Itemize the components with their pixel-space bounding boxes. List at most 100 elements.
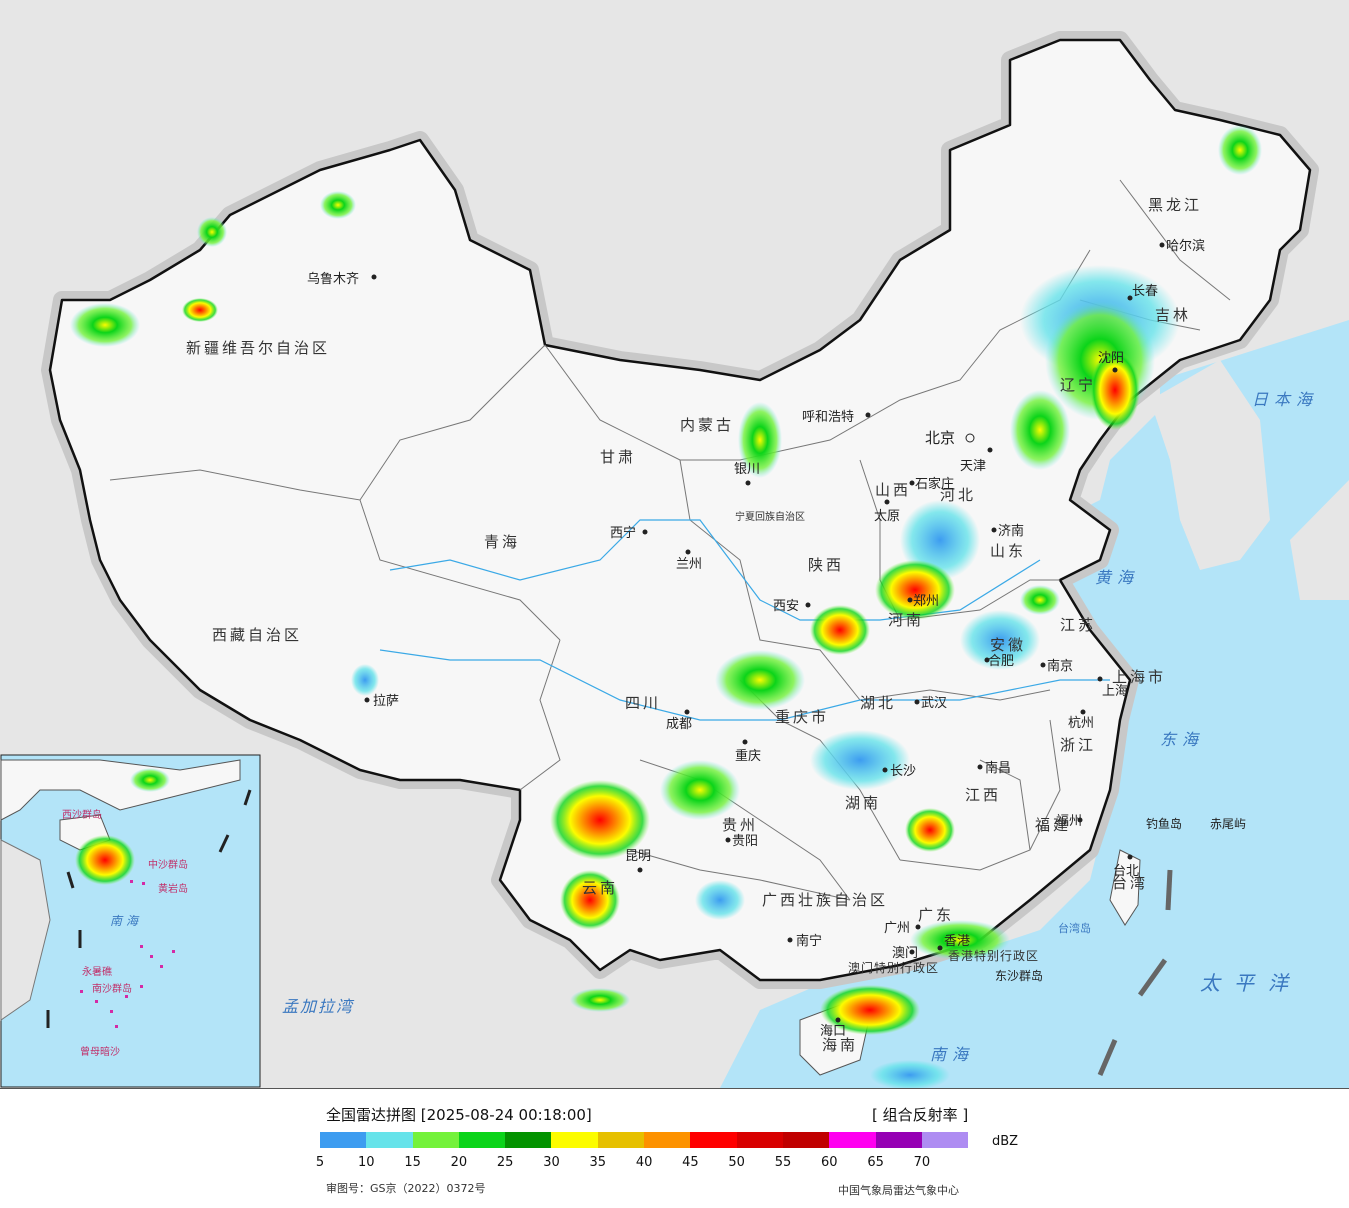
city-labels: 乌鲁木齐 拉萨 西宁 兰州 银川 呼和浩特 北京 天津 石家庄 太原 济南 郑州… — [307, 238, 1205, 1039]
sea-label: 日本海 — [1252, 390, 1318, 409]
island-label: 东沙群岛 — [995, 968, 1043, 983]
china-land — [48, 38, 1312, 982]
city-label: 杭州 — [1068, 716, 1094, 731]
city-label: 南昌 — [985, 760, 1011, 776]
province-label: 新疆维吾尔自治区 — [186, 339, 330, 357]
scale-swatch — [505, 1132, 552, 1148]
sea-labels: 日本海 黄海 东海 太平洋 南海 孟加拉湾 — [282, 390, 1318, 1064]
radar-echoes — [70, 125, 1262, 1088]
province-label: 海南 — [822, 1036, 858, 1054]
province-label: 云南 — [582, 879, 618, 897]
japan-land — [1290, 480, 1349, 600]
sea-label: 南海 — [930, 1045, 974, 1064]
source-label: 中国气象局雷达气象中心 — [838, 1184, 959, 1197]
city-label: 拉萨 — [373, 694, 399, 709]
scale-tick-label: 5 — [315, 1155, 325, 1170]
city-label: 重庆 — [735, 748, 761, 764]
city-label: 香港 — [944, 934, 970, 949]
province-label: 重庆市 — [775, 708, 829, 726]
city-label: 南京 — [1047, 658, 1073, 674]
island-label: 西沙群岛 — [62, 808, 102, 821]
province-label: 江苏 — [1060, 616, 1096, 634]
city-label: 太原 — [874, 509, 900, 524]
province-label: 河南 — [888, 611, 924, 629]
city-label: 武汉 — [921, 696, 947, 711]
province-label: 广西壮族自治区 — [762, 891, 888, 909]
province-label: 内蒙古 — [680, 416, 734, 434]
scale-tick-label: 45 — [682, 1155, 699, 1170]
city-label: 兰州 — [676, 557, 702, 572]
province-label: 山东 — [990, 542, 1026, 560]
color-scale-bar — [320, 1132, 969, 1148]
scale-swatch — [597, 1132, 645, 1148]
city-label: 台北 — [1113, 864, 1139, 879]
scale-tick-label: 30 — [543, 1155, 560, 1170]
scale-swatch — [551, 1132, 598, 1148]
city-label: 郑州 — [913, 594, 939, 609]
city-label: 长沙 — [890, 764, 916, 779]
province-label: 四川 — [625, 694, 661, 712]
sea-label: 南海 — [110, 914, 142, 928]
city-label: 哈尔滨 — [1166, 238, 1205, 254]
scale-swatch — [921, 1132, 969, 1148]
sea-label: 太平洋 — [1200, 971, 1302, 995]
city-label: 昆明 — [625, 849, 651, 864]
city-label: 天津 — [960, 459, 986, 474]
scale-tick-label: 15 — [404, 1155, 421, 1170]
city-label: 西安 — [773, 599, 799, 614]
scale-tick-label: 40 — [635, 1155, 653, 1170]
scale-tick-label: 65 — [867, 1155, 884, 1170]
scale-tick-label: 25 — [496, 1155, 514, 1170]
province-label: 安徽 — [990, 636, 1026, 654]
island-label: 赤尾屿 — [1210, 817, 1246, 831]
province-label: 湖北 — [860, 694, 896, 712]
city-label: 合肥 — [988, 654, 1014, 669]
city-label: 广州 — [884, 921, 910, 936]
province-borders — [109, 179, 1231, 901]
city-label: 上海 — [1102, 684, 1128, 699]
scale-tick-label: 10 — [358, 1155, 375, 1170]
island-label: 中沙群岛 — [148, 858, 188, 871]
island-label: 台湾岛 — [1058, 921, 1091, 935]
province-label: 广东 — [918, 906, 954, 924]
province-label: 青海 — [484, 533, 520, 551]
province-label: 吉林 — [1155, 306, 1191, 324]
unit-label: dBZ — [992, 1134, 1019, 1149]
scale-tick-label: 60 — [821, 1155, 838, 1170]
province-label: 黑龙江 — [1148, 196, 1202, 214]
province-label: 香港特别行政区 — [948, 948, 1039, 963]
province-label: 辽宁 — [1060, 376, 1096, 394]
scale-swatch — [320, 1132, 367, 1148]
sea-label: 黄海 — [1095, 568, 1139, 587]
city-label: 福州 — [1056, 814, 1082, 829]
island-label: 永暑礁 — [82, 965, 112, 978]
province-label: 陕西 — [808, 556, 844, 574]
scale-swatch — [875, 1132, 922, 1148]
city-label: 西宁 — [610, 525, 636, 541]
south-china-sea-inset[interactable]: 中沙群岛 西沙群岛 南沙群岛 黄岩岛 永暑礁 曾母暗沙 南海 — [0, 754, 261, 1088]
province-label: 山西 — [875, 481, 911, 499]
scale-tick-label: 55 — [774, 1155, 792, 1170]
scale-swatch — [644, 1132, 691, 1148]
scale-tick-label: 35 — [589, 1155, 607, 1170]
province-label: 台湾 — [1112, 874, 1148, 892]
scale-tick-label: 70 — [913, 1155, 931, 1170]
province-label: 福建 — [1035, 816, 1071, 834]
province-label: 宁夏回族自治区 — [735, 510, 805, 523]
scale-tick-label: 50 — [728, 1155, 745, 1170]
island-label: 黄岩岛 — [158, 882, 188, 895]
city-markers — [364, 242, 1165, 1023]
province-label: 浙江 — [1060, 736, 1096, 754]
province-label: 上海市 — [1112, 668, 1166, 686]
city-label: 呼和浩特 — [802, 410, 854, 425]
scale-swatch — [736, 1132, 783, 1148]
island-label: 南沙群岛 — [92, 982, 132, 995]
approval-number: 审图号：GS京（2022）0372号 — [326, 1182, 486, 1195]
city-label: 石家庄 — [915, 476, 954, 492]
scale-tick-label: 20 — [450, 1155, 468, 1170]
city-label: 澳门 — [892, 945, 918, 961]
province-label: 西藏自治区 — [212, 626, 302, 644]
product-label: [ 组合反射率 ] — [872, 1106, 969, 1124]
radar-map[interactable]: 新疆维吾尔自治区 西藏自治区 青海 甘肃 内蒙古 四川 云南 黑龙江 吉林 辽宁… — [0, 0, 1349, 1089]
province-label: 贵州 — [722, 816, 758, 834]
